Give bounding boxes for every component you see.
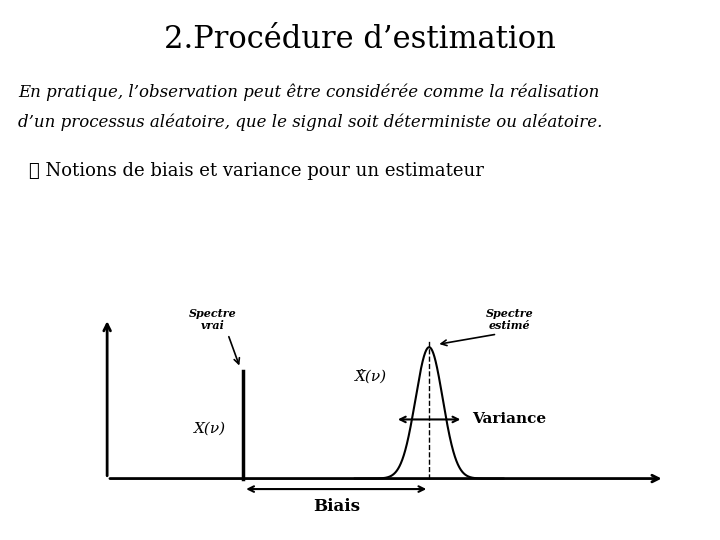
Text: X(ν): X(ν) (194, 422, 226, 436)
Text: 2.Procédure d’estimation: 2.Procédure d’estimation (164, 24, 556, 55)
Text: ➢ Notions de biais et variance pour un estimateur: ➢ Notions de biais et variance pour un e… (29, 162, 484, 180)
Text: Spectre
vrai: Spectre vrai (189, 308, 236, 332)
Text: X̂(ν): X̂(ν) (355, 369, 387, 383)
Text: En pratique, l’observation peut être considérée comme la réalisation: En pratique, l’observation peut être con… (18, 84, 599, 101)
Text: d’un processus aléatoire, que le signal soit déterministe ou aléatoire.: d’un processus aléatoire, que le signal … (18, 113, 603, 131)
Text: Biais: Biais (312, 497, 360, 515)
Text: Variance: Variance (472, 413, 546, 427)
Text: Spectre
estimé: Spectre estimé (486, 308, 534, 332)
